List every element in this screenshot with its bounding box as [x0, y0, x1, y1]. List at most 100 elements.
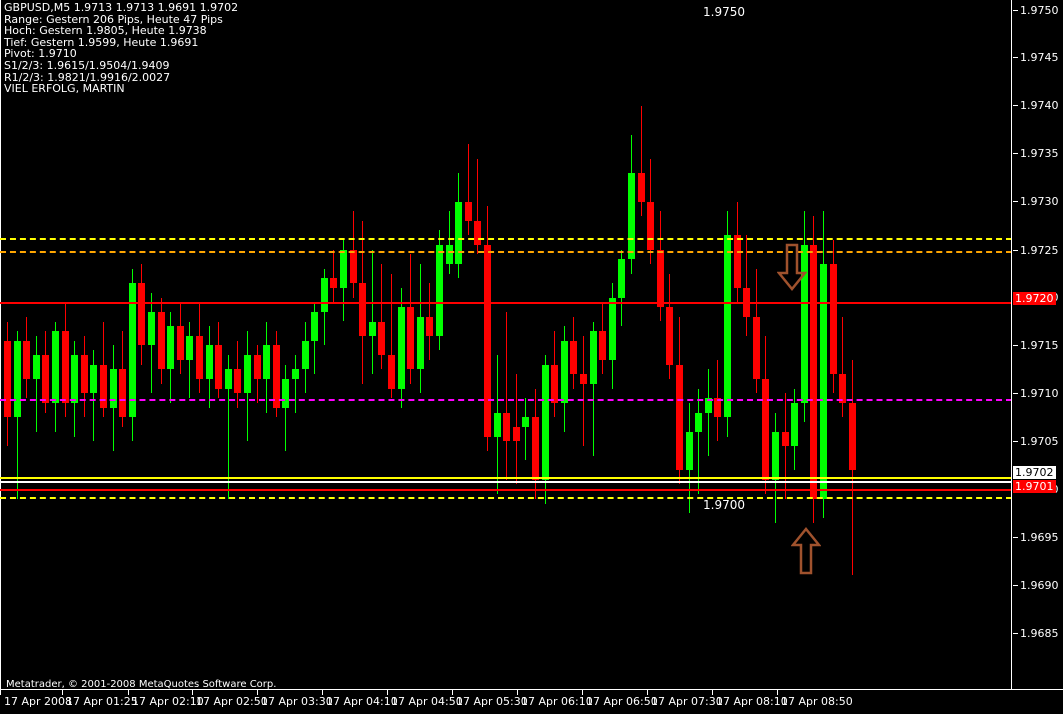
- candle-body: [436, 244, 443, 336]
- candle-body: [176, 326, 184, 360]
- candle-wick: [842, 316, 844, 418]
- info-line-pivot: Pivot: 1.9710: [4, 47, 77, 61]
- candle-body: [119, 369, 127, 418]
- info-line-ohlc: GBPUSD,M5 1.9713 1.9713 1.9691 1.9702: [4, 1, 239, 14]
- candle-wick: [640, 105, 642, 217]
- time-tick-label: 17 Apr 08:10: [716, 695, 788, 708]
- price-tick-label: 1.9750: [1020, 4, 1059, 17]
- price-tick-label: 1.9685: [1020, 627, 1059, 640]
- candle-body: [349, 249, 357, 284]
- candle-body: [762, 379, 770, 480]
- r-orange-dashed[interactable]: [0, 251, 1012, 253]
- candle-body: [791, 402, 799, 447]
- candle-body: [628, 172, 635, 260]
- candle-body: [388, 355, 395, 389]
- candle-wick: [227, 355, 229, 499]
- price-tick: [1013, 633, 1018, 634]
- candle-body: [503, 412, 511, 442]
- price-tick: [1013, 201, 1018, 202]
- bid-price-box[interactable]: 1.9720: [1013, 292, 1056, 305]
- candle-body: [618, 259, 626, 298]
- chart-price-label[interactable]: 1.9750: [703, 5, 745, 19]
- price-tick: [1013, 393, 1018, 394]
- candle-body: [589, 331, 597, 384]
- time-scale[interactable]: 17 Apr 2008 17 Apr 01:25 17 Apr 02:10 17 Ap…: [0, 690, 1063, 714]
- buy-arrow-up[interactable]: [791, 525, 821, 575]
- time-tick-label: 17 Apr 07:30: [651, 695, 723, 708]
- support-yellow[interactable]: [0, 477, 1012, 479]
- chart-price-label[interactable]: 1.9700: [703, 498, 745, 512]
- candle-body: [42, 355, 50, 403]
- candle-body: [647, 201, 655, 250]
- candle-body: [330, 278, 338, 288]
- candle-body: [148, 311, 155, 346]
- r1-yellow-dashed[interactable]: [0, 238, 1012, 240]
- resistance-red[interactable]: [0, 302, 1012, 304]
- candle-body: [109, 369, 117, 408]
- candle-body: [128, 283, 136, 418]
- time-tick-label: 17 Apr 06:50: [586, 695, 658, 708]
- candle-body: [301, 340, 309, 370]
- candle-body: [608, 297, 616, 360]
- candle-body: [541, 364, 549, 480]
- candle-body: [378, 321, 386, 356]
- candle-body: [522, 417, 530, 427]
- candle-wick: [333, 249, 335, 303]
- time-tick-label: 17 Apr 05:30: [456, 695, 528, 708]
- candle-body: [32, 355, 40, 379]
- price-tick-label: 1.9695: [1020, 531, 1059, 544]
- time-tick: [0, 690, 1, 695]
- candle-body: [800, 244, 808, 403]
- s1-yellow-dashed[interactable]: [0, 497, 1012, 499]
- candle-body: [714, 398, 722, 418]
- candle-body: [71, 355, 79, 403]
- price-tick-label: 1.9710: [1020, 387, 1059, 400]
- candle-body: [205, 345, 213, 379]
- candle-body: [695, 412, 703, 432]
- candle-body: [704, 398, 712, 413]
- ask-white[interactable]: [0, 481, 1012, 483]
- price-tick-label: 1.9705: [1020, 435, 1059, 448]
- candle-body: [340, 249, 347, 288]
- candle-body: [196, 335, 203, 379]
- chart-plot-area[interactable]: 1.9750 1.9700: [0, 0, 1012, 690]
- price-tick-label: 1.9735: [1020, 147, 1059, 160]
- candle-body: [493, 412, 501, 437]
- bid-price-box[interactable]: 1.9701: [1013, 480, 1056, 493]
- candle-body: [685, 431, 693, 471]
- copyright-label: Metatrader, © 2001-2008 MetaQuotes Softw…: [6, 679, 277, 690]
- bid-red[interactable]: [0, 489, 1012, 491]
- price-tick: [1013, 585, 1018, 586]
- time-tick-label: 17 Apr 04:50: [391, 695, 463, 708]
- candle-wick: [525, 398, 527, 461]
- price-scale[interactable]: 1.9750 1.9745 1.9740 1.9735 1.9730 1.9725 1.97…: [1013, 0, 1063, 690]
- sell-arrow-down[interactable]: [777, 243, 807, 293]
- price-tick: [1013, 105, 1018, 106]
- time-tick-label: 17 Apr 04:10: [326, 695, 398, 708]
- candle-body: [253, 355, 261, 379]
- time-tick: [582, 690, 583, 695]
- candle-body: [752, 316, 760, 379]
- ask-price-box[interactable]: 1.9702: [1013, 466, 1056, 479]
- pivot-magenta[interactable]: [0, 399, 1012, 401]
- candle-wick: [371, 249, 373, 375]
- time-tick-label: 17 Apr 02:50: [196, 695, 268, 708]
- candle-body: [311, 311, 319, 341]
- candle-body: [234, 369, 242, 394]
- time-tick: [128, 690, 129, 695]
- chart-right-border: [1011, 0, 1012, 690]
- candle-body: [820, 263, 827, 499]
- candle-body: [13, 340, 21, 418]
- price-tick-label: 1.9730: [1020, 195, 1059, 208]
- candle-wick: [391, 273, 392, 399]
- time-tick-label: 17 Apr 2008: [4, 695, 73, 708]
- candle-body: [484, 244, 491, 437]
- info-line-low: Tief: Gestern 1.9599, Heute 1.9691: [4, 35, 199, 49]
- candle-body: [167, 326, 175, 370]
- candle-body: [407, 307, 415, 370]
- time-tick-label: 17 Apr 06:10: [521, 695, 593, 708]
- price-tick-label: 1.9740: [1020, 99, 1059, 112]
- time-tick: [387, 690, 388, 695]
- candle-body: [474, 220, 482, 245]
- candle-body: [215, 345, 223, 389]
